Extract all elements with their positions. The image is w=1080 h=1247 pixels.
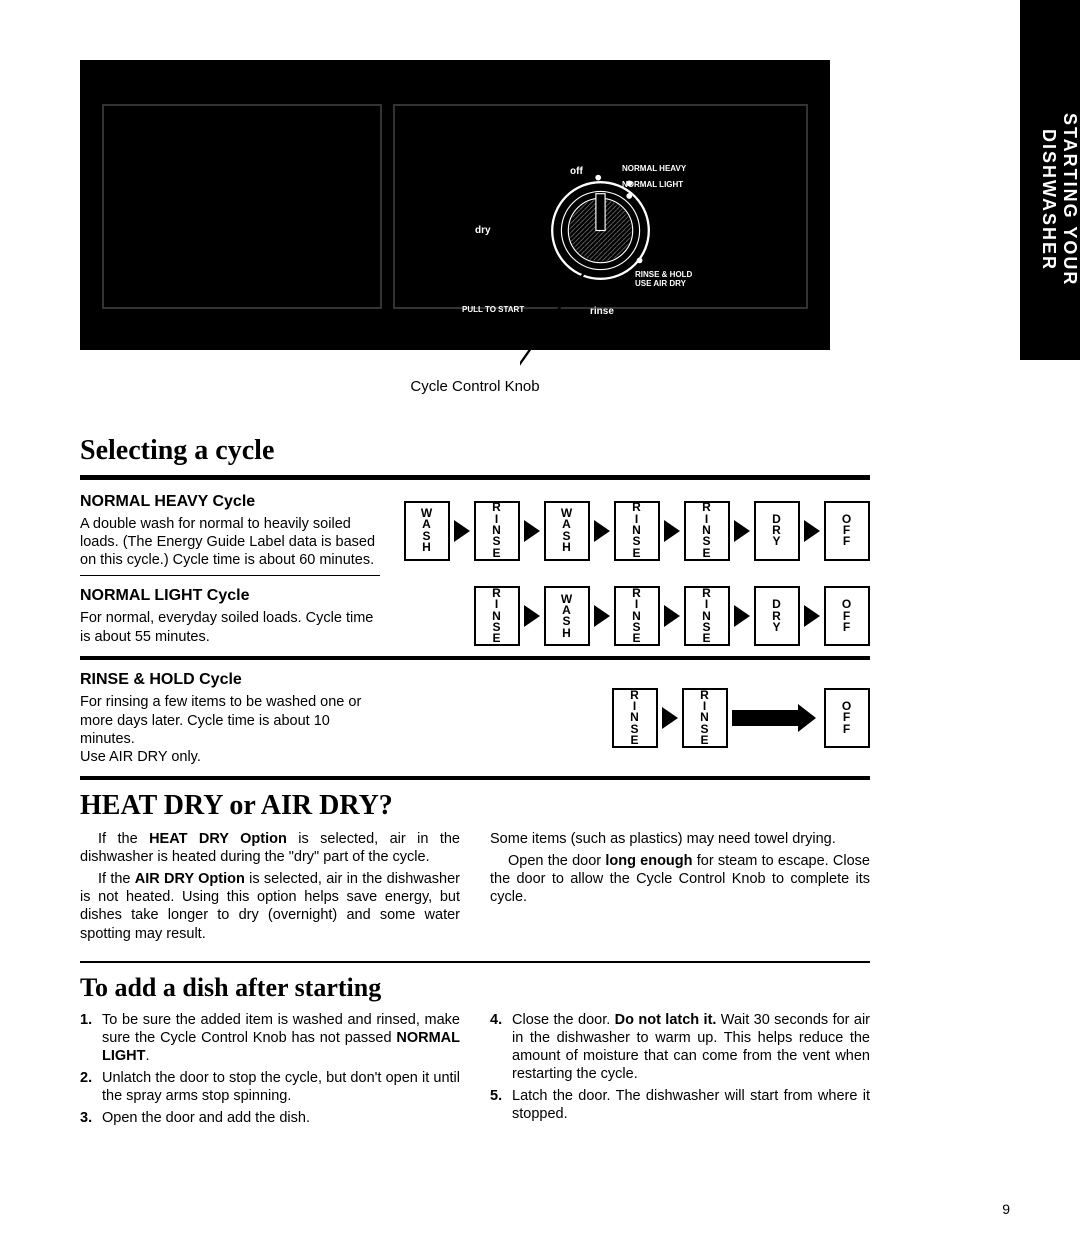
flow-heavy: WASH RINSE WASH RINSE RINSE DRY OFF bbox=[400, 492, 870, 569]
flow-light: RINSE WASH RINSE RINSE DRY OFF bbox=[400, 586, 870, 646]
list-item: To be sure the added item is washed and … bbox=[80, 1011, 460, 1065]
list-item: Unlatch the door to stop the cycle, but … bbox=[80, 1069, 460, 1105]
flow-rinse-hold: RINSE RINSE OFF bbox=[400, 670, 870, 766]
knob-caption: Cycle Control Knob bbox=[80, 378, 870, 395]
text-bold: long enough bbox=[605, 853, 692, 869]
side-tab: STARTING YOUR DISHWASHER bbox=[1020, 0, 1080, 360]
stage: OFF bbox=[842, 701, 852, 735]
cycle-title: NORMAL HEAVY Cycle bbox=[80, 492, 380, 512]
text-bold: HEAT DRY Option bbox=[149, 831, 287, 847]
divider bbox=[80, 656, 870, 660]
cycle-desc: For normal, everyday soiled loads. Cycle… bbox=[80, 609, 380, 645]
label-normal-light: NORMAL LIGHT bbox=[622, 180, 683, 189]
list-item: Latch the door. The dishwasher will star… bbox=[490, 1087, 870, 1123]
stage: RINSE bbox=[492, 502, 502, 559]
cycle-rinse-hold: RINSE & HOLD Cycle For rinsing a few ite… bbox=[80, 670, 870, 766]
stage: RINSE bbox=[630, 690, 640, 747]
text-bold: Do not latch it. bbox=[615, 1012, 717, 1028]
label-rinse-hold: RINSE & HOLD USE AIR DRY bbox=[635, 270, 692, 288]
divider bbox=[80, 475, 870, 480]
heading-heat-dry: HEAT DRY or AIR DRY? bbox=[80, 790, 870, 822]
page-content: off NORMAL HEAVY NORMAL LIGHT dry PULL T… bbox=[80, 60, 870, 1131]
stage: WASH bbox=[561, 508, 573, 554]
text: . bbox=[146, 1048, 150, 1064]
heading-selecting: Selecting a cycle bbox=[80, 435, 870, 467]
page-number: 9 bbox=[1002, 1201, 1010, 1217]
text: Close the door. bbox=[512, 1012, 615, 1028]
heat-dry-body: If the HEAT DRY Option is selected, air … bbox=[80, 830, 870, 947]
arrow-long bbox=[732, 710, 802, 726]
label-dry: dry bbox=[475, 225, 491, 236]
text: Open the door bbox=[508, 853, 605, 869]
stage: WASH bbox=[421, 508, 433, 554]
heading-add-dish: To add a dish after starting bbox=[80, 973, 870, 1003]
stage: RINSE bbox=[492, 588, 502, 645]
stage: DRY bbox=[772, 514, 782, 548]
stage: DRY bbox=[772, 599, 782, 633]
label-off: off bbox=[570, 166, 583, 177]
stage: RINSE bbox=[700, 690, 710, 747]
stage: RINSE bbox=[632, 502, 642, 559]
stage: OFF bbox=[842, 599, 852, 633]
divider bbox=[80, 776, 870, 780]
stage: RINSE bbox=[632, 588, 642, 645]
cycle-light: NORMAL LIGHT Cycle For normal, everyday … bbox=[80, 586, 870, 646]
text: If the bbox=[98, 871, 135, 887]
label-rinse: rinse bbox=[590, 306, 614, 317]
cycle-desc: A double wash for normal to heavily soil… bbox=[80, 515, 380, 569]
label-pull-start: PULL TO START bbox=[462, 305, 524, 314]
cycle-desc: For rinsing a few items to be washed one… bbox=[80, 693, 380, 747]
cycle-title: NORMAL LIGHT Cycle bbox=[80, 586, 380, 606]
divider bbox=[80, 961, 870, 963]
control-panel-figure: off NORMAL HEAVY NORMAL LIGHT dry PULL T… bbox=[80, 60, 830, 350]
stage: RINSE bbox=[702, 502, 712, 559]
list-item: Open the door and add the dish. bbox=[80, 1109, 460, 1127]
label-normal-heavy: NORMAL HEAVY bbox=[622, 164, 686, 173]
cycle-desc2: Use AIR DRY only. bbox=[80, 748, 380, 766]
stage: WASH bbox=[561, 594, 573, 640]
text-bold: AIR DRY Option bbox=[135, 871, 245, 887]
list-item: Close the door. Do not latch it. Wait 30… bbox=[490, 1011, 870, 1084]
text: If the bbox=[98, 831, 149, 847]
stage: OFF bbox=[842, 514, 852, 548]
text: Some items (such as plastics) may need t… bbox=[490, 830, 870, 848]
cycle-title: RINSE & HOLD Cycle bbox=[80, 670, 380, 690]
add-dish-body: To be sure the added item is washed and … bbox=[80, 1011, 870, 1132]
stage: RINSE bbox=[702, 588, 712, 645]
cycle-heavy: NORMAL HEAVY Cycle A double wash for nor… bbox=[80, 492, 870, 569]
